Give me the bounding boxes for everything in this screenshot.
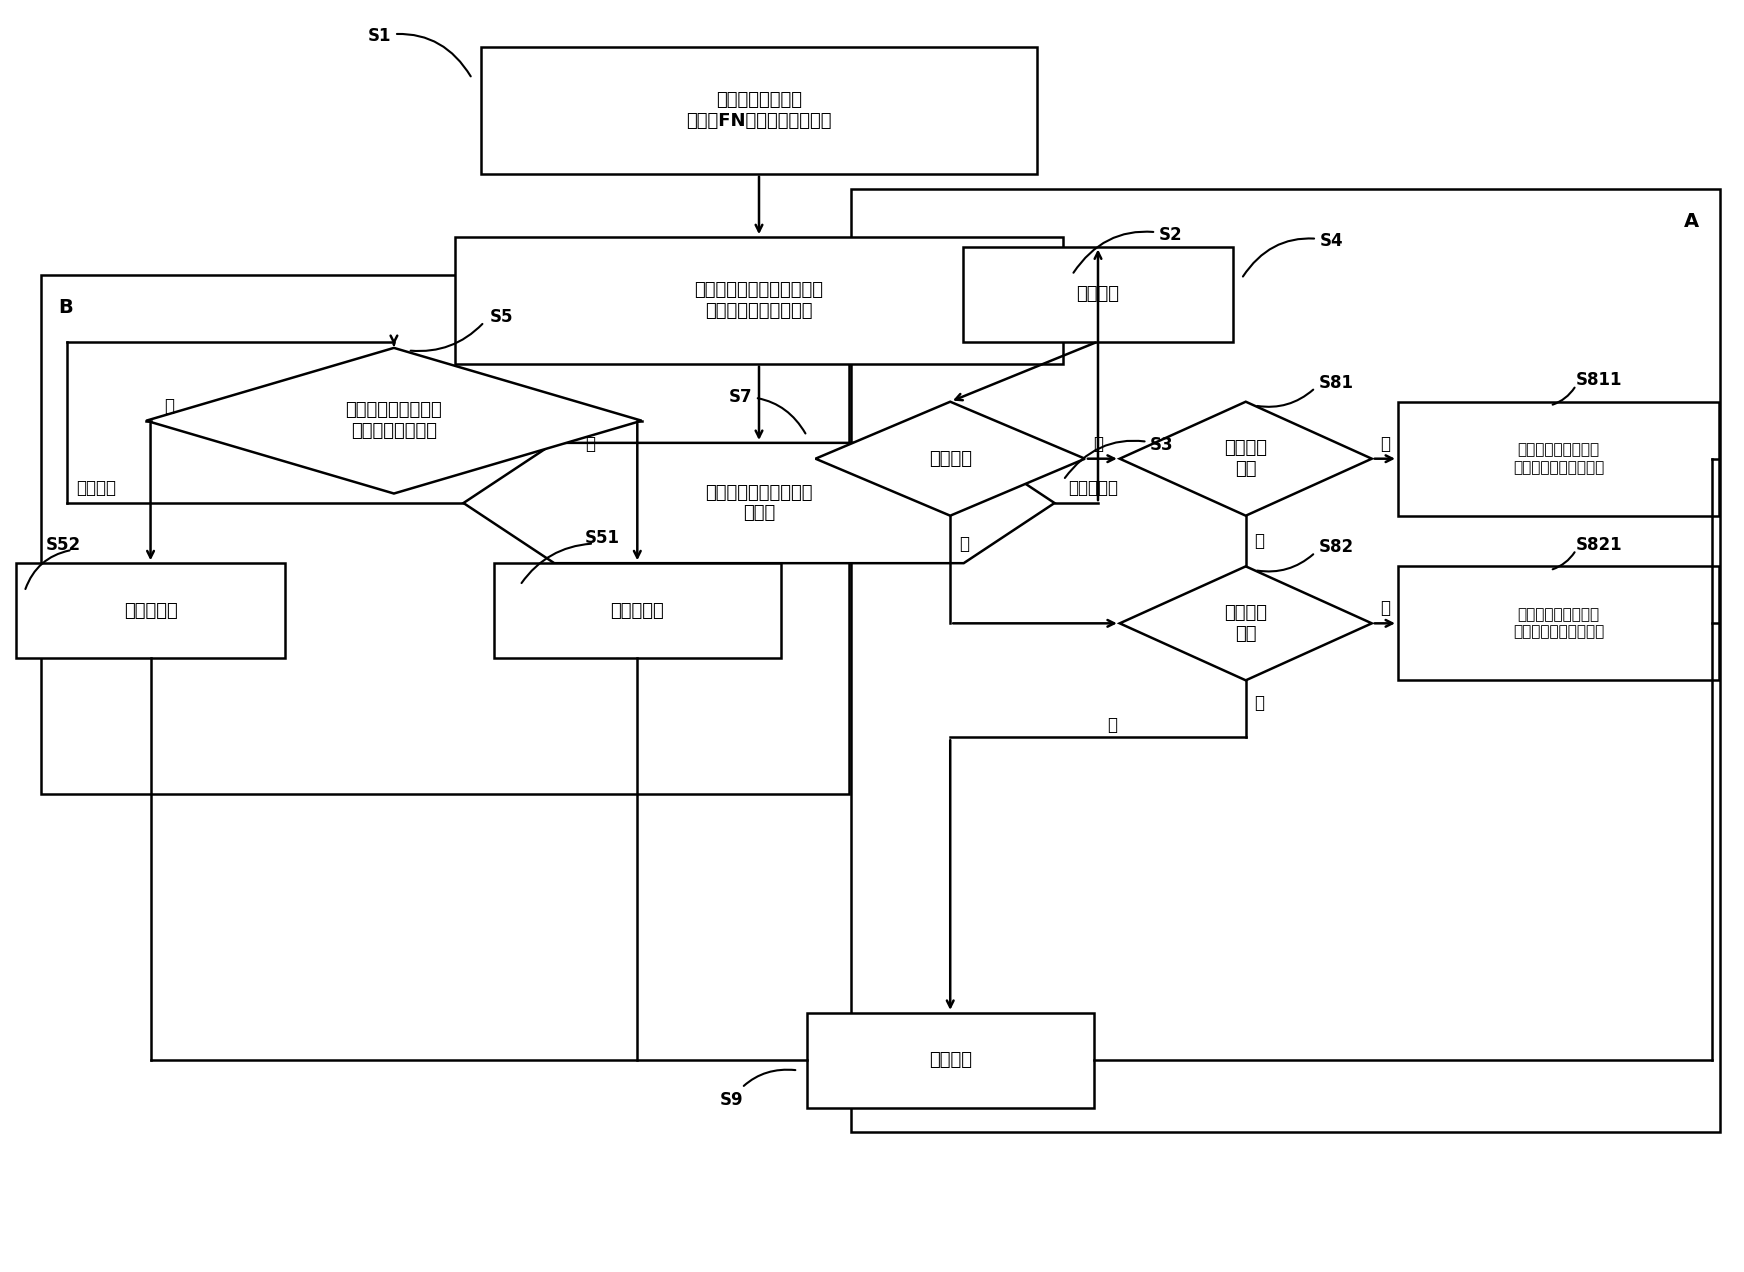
Text: 否: 否 [1107,716,1116,734]
Text: 是: 是 [1381,435,1390,453]
Polygon shape [1120,402,1373,515]
FancyBboxPatch shape [1399,402,1720,515]
Text: 否: 否 [1254,695,1264,712]
Polygon shape [146,347,642,494]
Text: 电晶体内电荷累积，临界电
压增加至第二临界电压: 电晶体内电荷累积，临界电 压增加至第二临界电压 [694,281,823,319]
Text: S9: S9 [720,1070,795,1109]
Text: 电晶体截止: 电晶体截止 [124,602,178,619]
FancyBboxPatch shape [481,47,1038,174]
Text: 是: 是 [586,435,595,453]
Text: S821: S821 [1577,536,1622,553]
Text: 提供源极一抹除电压
栅极和漏极为接地状态: 提供源极一抹除电压 栅极和漏极为接地状态 [1514,443,1604,474]
Text: 读取步骤: 读取步骤 [1076,285,1120,303]
Text: 开关模式: 开关模式 [75,478,115,497]
Text: 否: 否 [1254,532,1264,550]
Text: S82: S82 [1318,538,1353,556]
Text: S3: S3 [1066,436,1174,478]
Text: S2: S2 [1074,225,1182,272]
Text: 否: 否 [164,397,174,415]
Text: 抹除步骤: 抹除步骤 [930,450,971,468]
Text: 执行开关模式或是记忆
体模式: 执行开关模式或是记忆 体模式 [705,483,813,523]
Text: 给予第一操作电压
使电子FN穿隧至电荷储存层: 给予第一操作电压 使电子FN穿隧至电荷储存层 [685,92,832,130]
FancyBboxPatch shape [963,247,1233,342]
Text: S5: S5 [490,308,513,326]
Text: 操作结束: 操作结束 [930,1051,971,1070]
Text: 否: 否 [959,534,970,552]
Text: 读第二操作电压是否
超过第二临界电压: 读第二操作电压是否 超过第二临界电压 [345,401,443,440]
Text: 是: 是 [1381,599,1390,617]
Text: 是: 是 [1093,435,1104,453]
Text: S81: S81 [1318,374,1353,392]
Text: S51: S51 [586,529,621,547]
Text: S4: S4 [1243,232,1343,276]
FancyBboxPatch shape [455,237,1064,364]
Text: 抹除源极
电子: 抹除源极 电子 [1224,439,1268,478]
Text: S1: S1 [368,27,471,76]
Polygon shape [816,402,1085,515]
Text: S811: S811 [1577,371,1622,389]
Text: 电晶体导通: 电晶体导通 [610,602,664,619]
FancyBboxPatch shape [16,563,286,658]
Text: 记忆体模式: 记忆体模式 [1069,478,1118,497]
FancyBboxPatch shape [807,1013,1093,1108]
Text: 提供漏极一抹除电压
源极和栅极为接地状态: 提供漏极一抹除电压 源极和栅极为接地状态 [1514,607,1604,640]
Text: B: B [58,298,73,317]
Text: S52: S52 [47,536,82,553]
Polygon shape [464,443,1055,563]
FancyBboxPatch shape [494,563,781,658]
Polygon shape [1120,566,1373,681]
Text: A: A [1685,211,1699,230]
Text: 抹除漏极
电子: 抹除漏极 电子 [1224,604,1268,642]
Text: S7: S7 [729,388,806,434]
FancyBboxPatch shape [1399,566,1720,681]
